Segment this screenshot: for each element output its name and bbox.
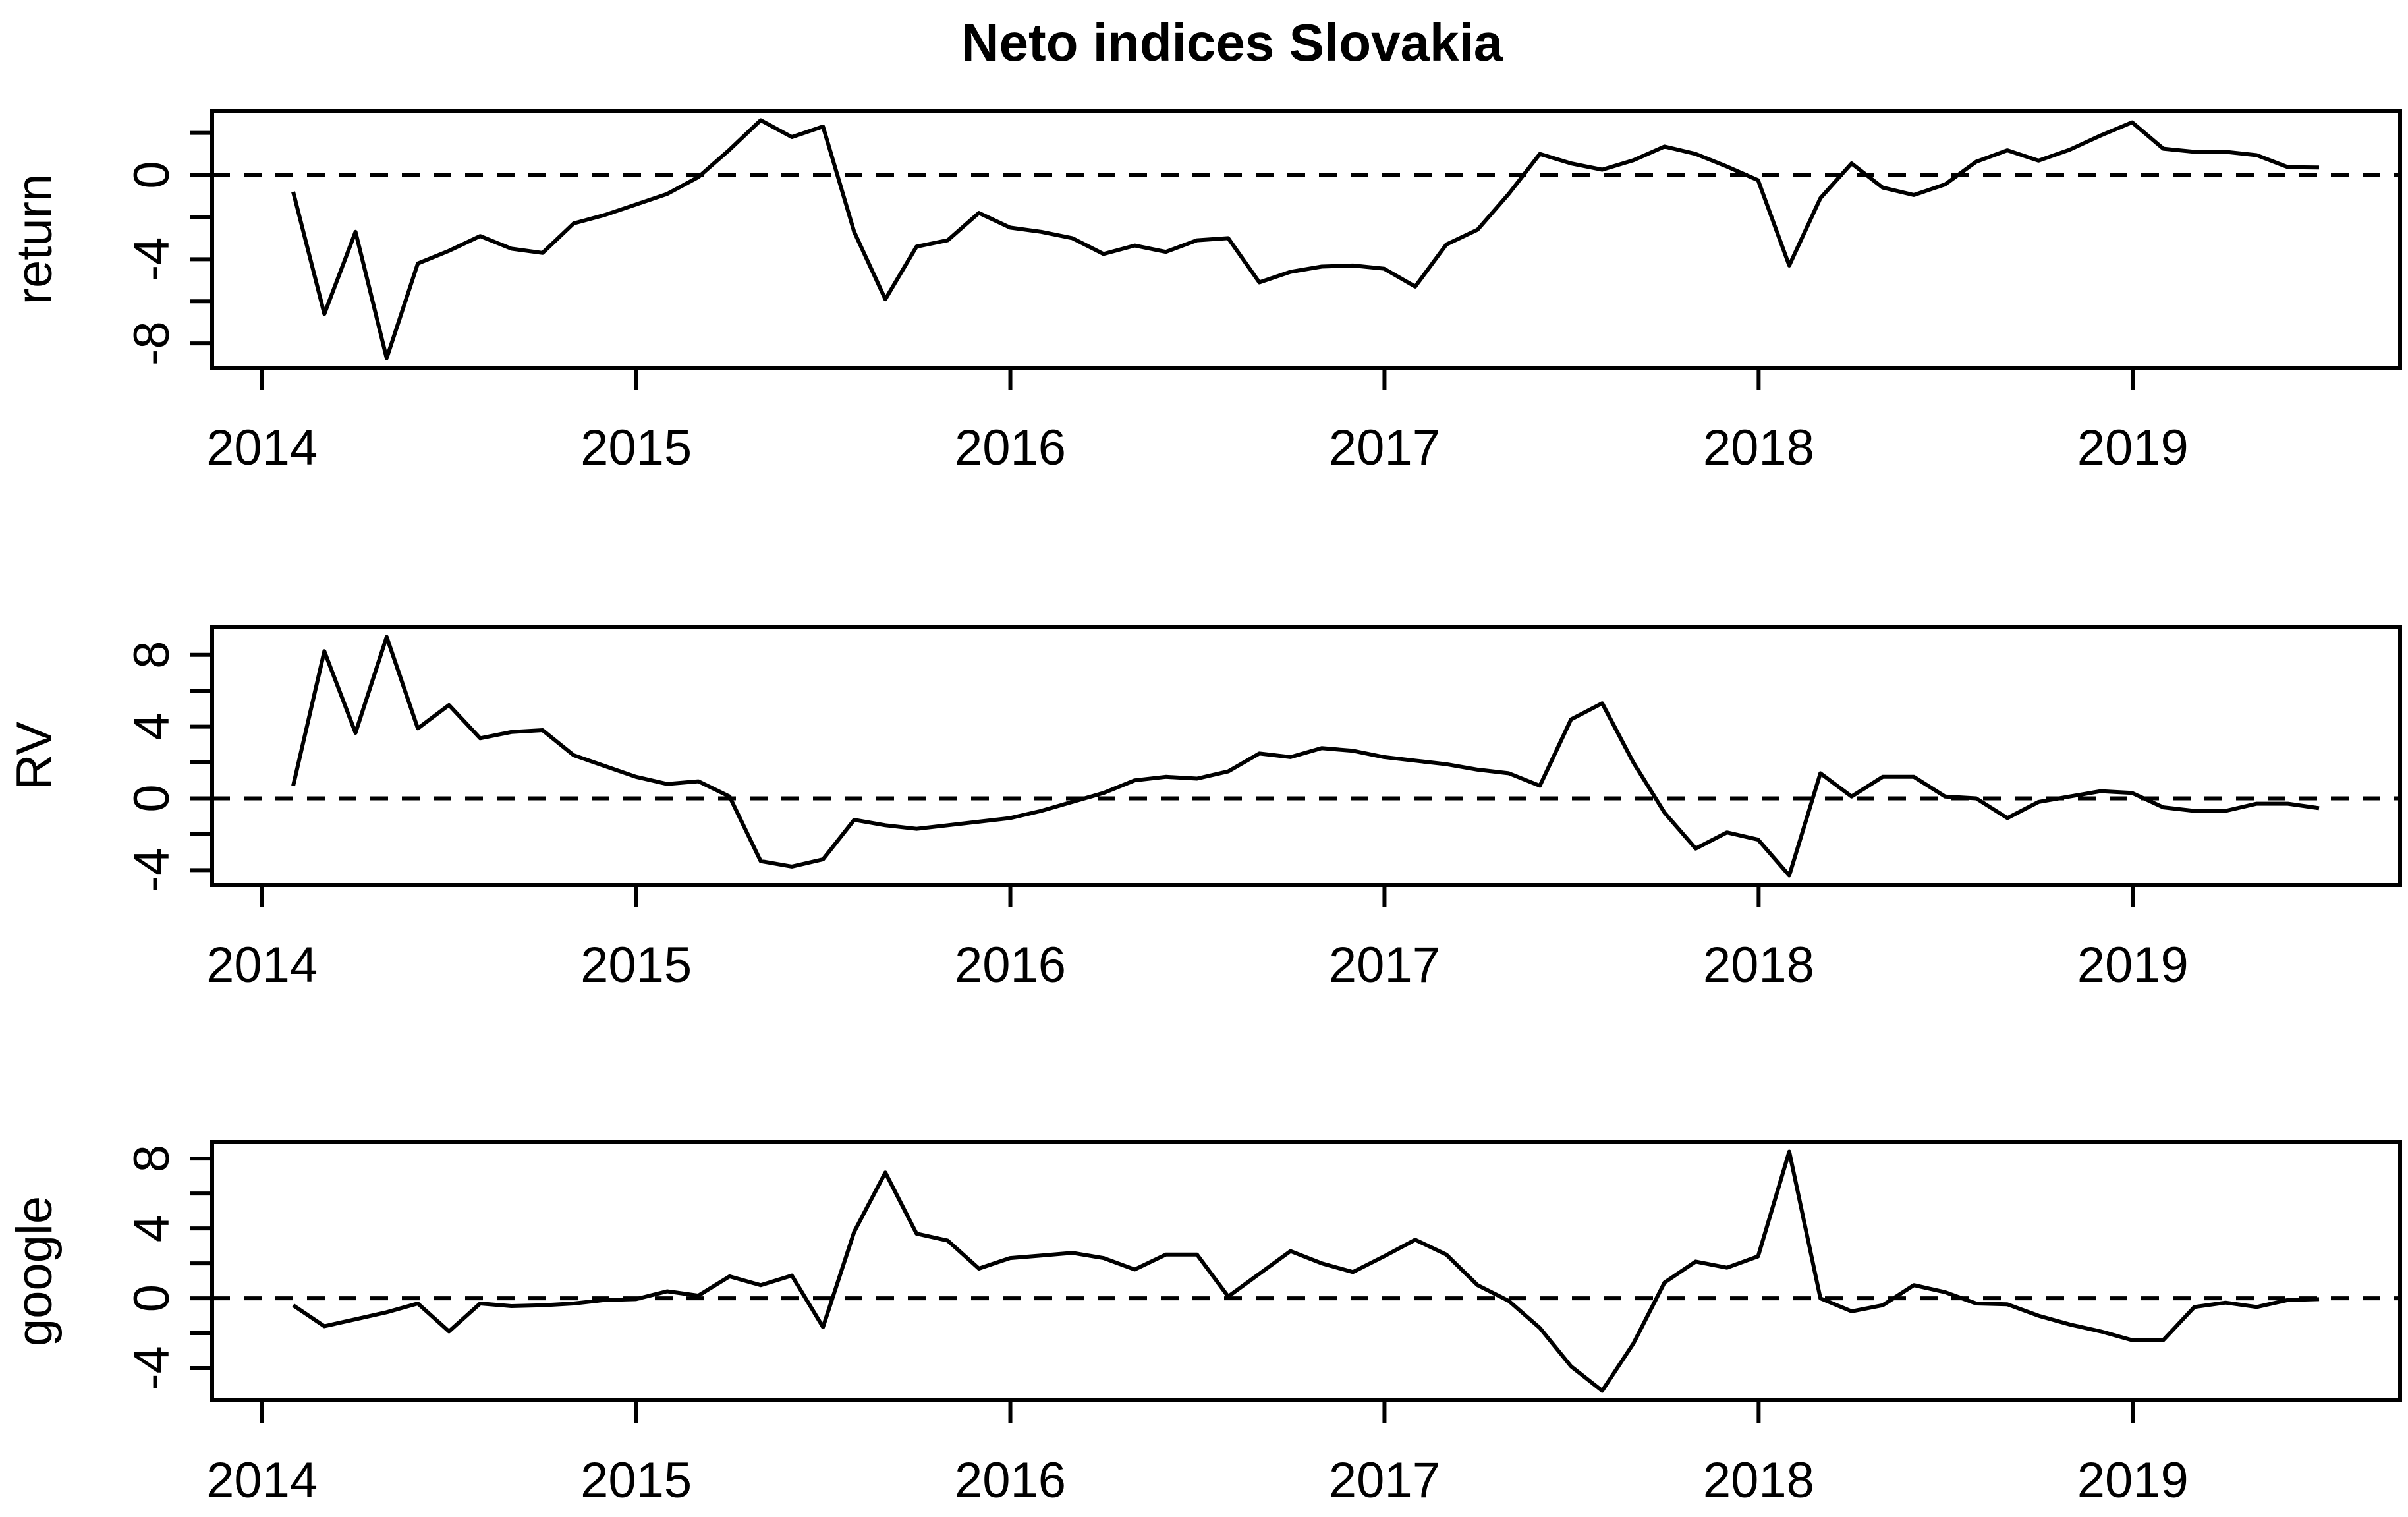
x-tick-label: 2014 [206,420,318,476]
y-tick-label: 4 [124,712,180,740]
series-line-return [291,118,2320,360]
x-tick-label: 2014 [206,1452,318,1508]
x-tick-label: 2014 [206,937,318,993]
y-axis-label-return: return [7,174,63,305]
y-axis-label-google: google [7,1196,63,1346]
y-tick-label: 8 [124,641,180,669]
x-tick-label: 2015 [580,420,692,476]
y-tick-label: -4 [124,1346,180,1390]
y-tick-label: -8 [124,321,180,366]
plot-box [210,1140,2402,1402]
y-axis-label-rv: RV [7,722,63,791]
panel-RV: 2014 2015 2016 2017 2018 2019 -4 0 4 8 [124,625,2402,993]
plot-box [210,109,2402,370]
x-tick-label: 2017 [1329,420,1440,476]
x-tick-label: 2015 [580,1452,692,1508]
x-tick-label: 2016 [955,937,1066,993]
y-tick-label: 0 [124,161,180,188]
x-tick-label: 2016 [955,1452,1066,1508]
panel-return: 2014 2015 2016 2017 2018 2019 -8 -4 0 [124,109,2402,476]
x-tick-label: 2016 [955,420,1066,476]
x-tick-label: 2018 [1703,420,1814,476]
x-tick-label: 2017 [1329,1452,1440,1508]
panel-google: 2014 2015 2016 2017 2018 2019 -4 0 4 8 [124,1140,2402,1508]
y-tick-label: -4 [124,848,180,893]
x-tick-label: 2019 [2077,420,2189,476]
series-line-google [292,1149,2320,1393]
chart-title: Neto indices Slovakia [961,13,1503,72]
x-tick-label: 2015 [580,937,692,993]
series-line-RV [291,635,2320,878]
y-tick-label: 0 [124,784,180,812]
y-tick-label: 0 [124,1284,180,1312]
plot-box [210,625,2402,887]
y-tick-label: 4 [124,1215,180,1242]
y-tick-label: -4 [124,237,180,282]
x-tick-label: 2019 [2077,1452,2189,1508]
x-tick-label: 2017 [1329,937,1440,993]
y-tick-label: 8 [124,1145,180,1172]
x-tick-label: 2019 [2077,937,2189,993]
x-tick-label: 2018 [1703,937,1814,993]
x-tick-label: 2018 [1703,1452,1814,1508]
